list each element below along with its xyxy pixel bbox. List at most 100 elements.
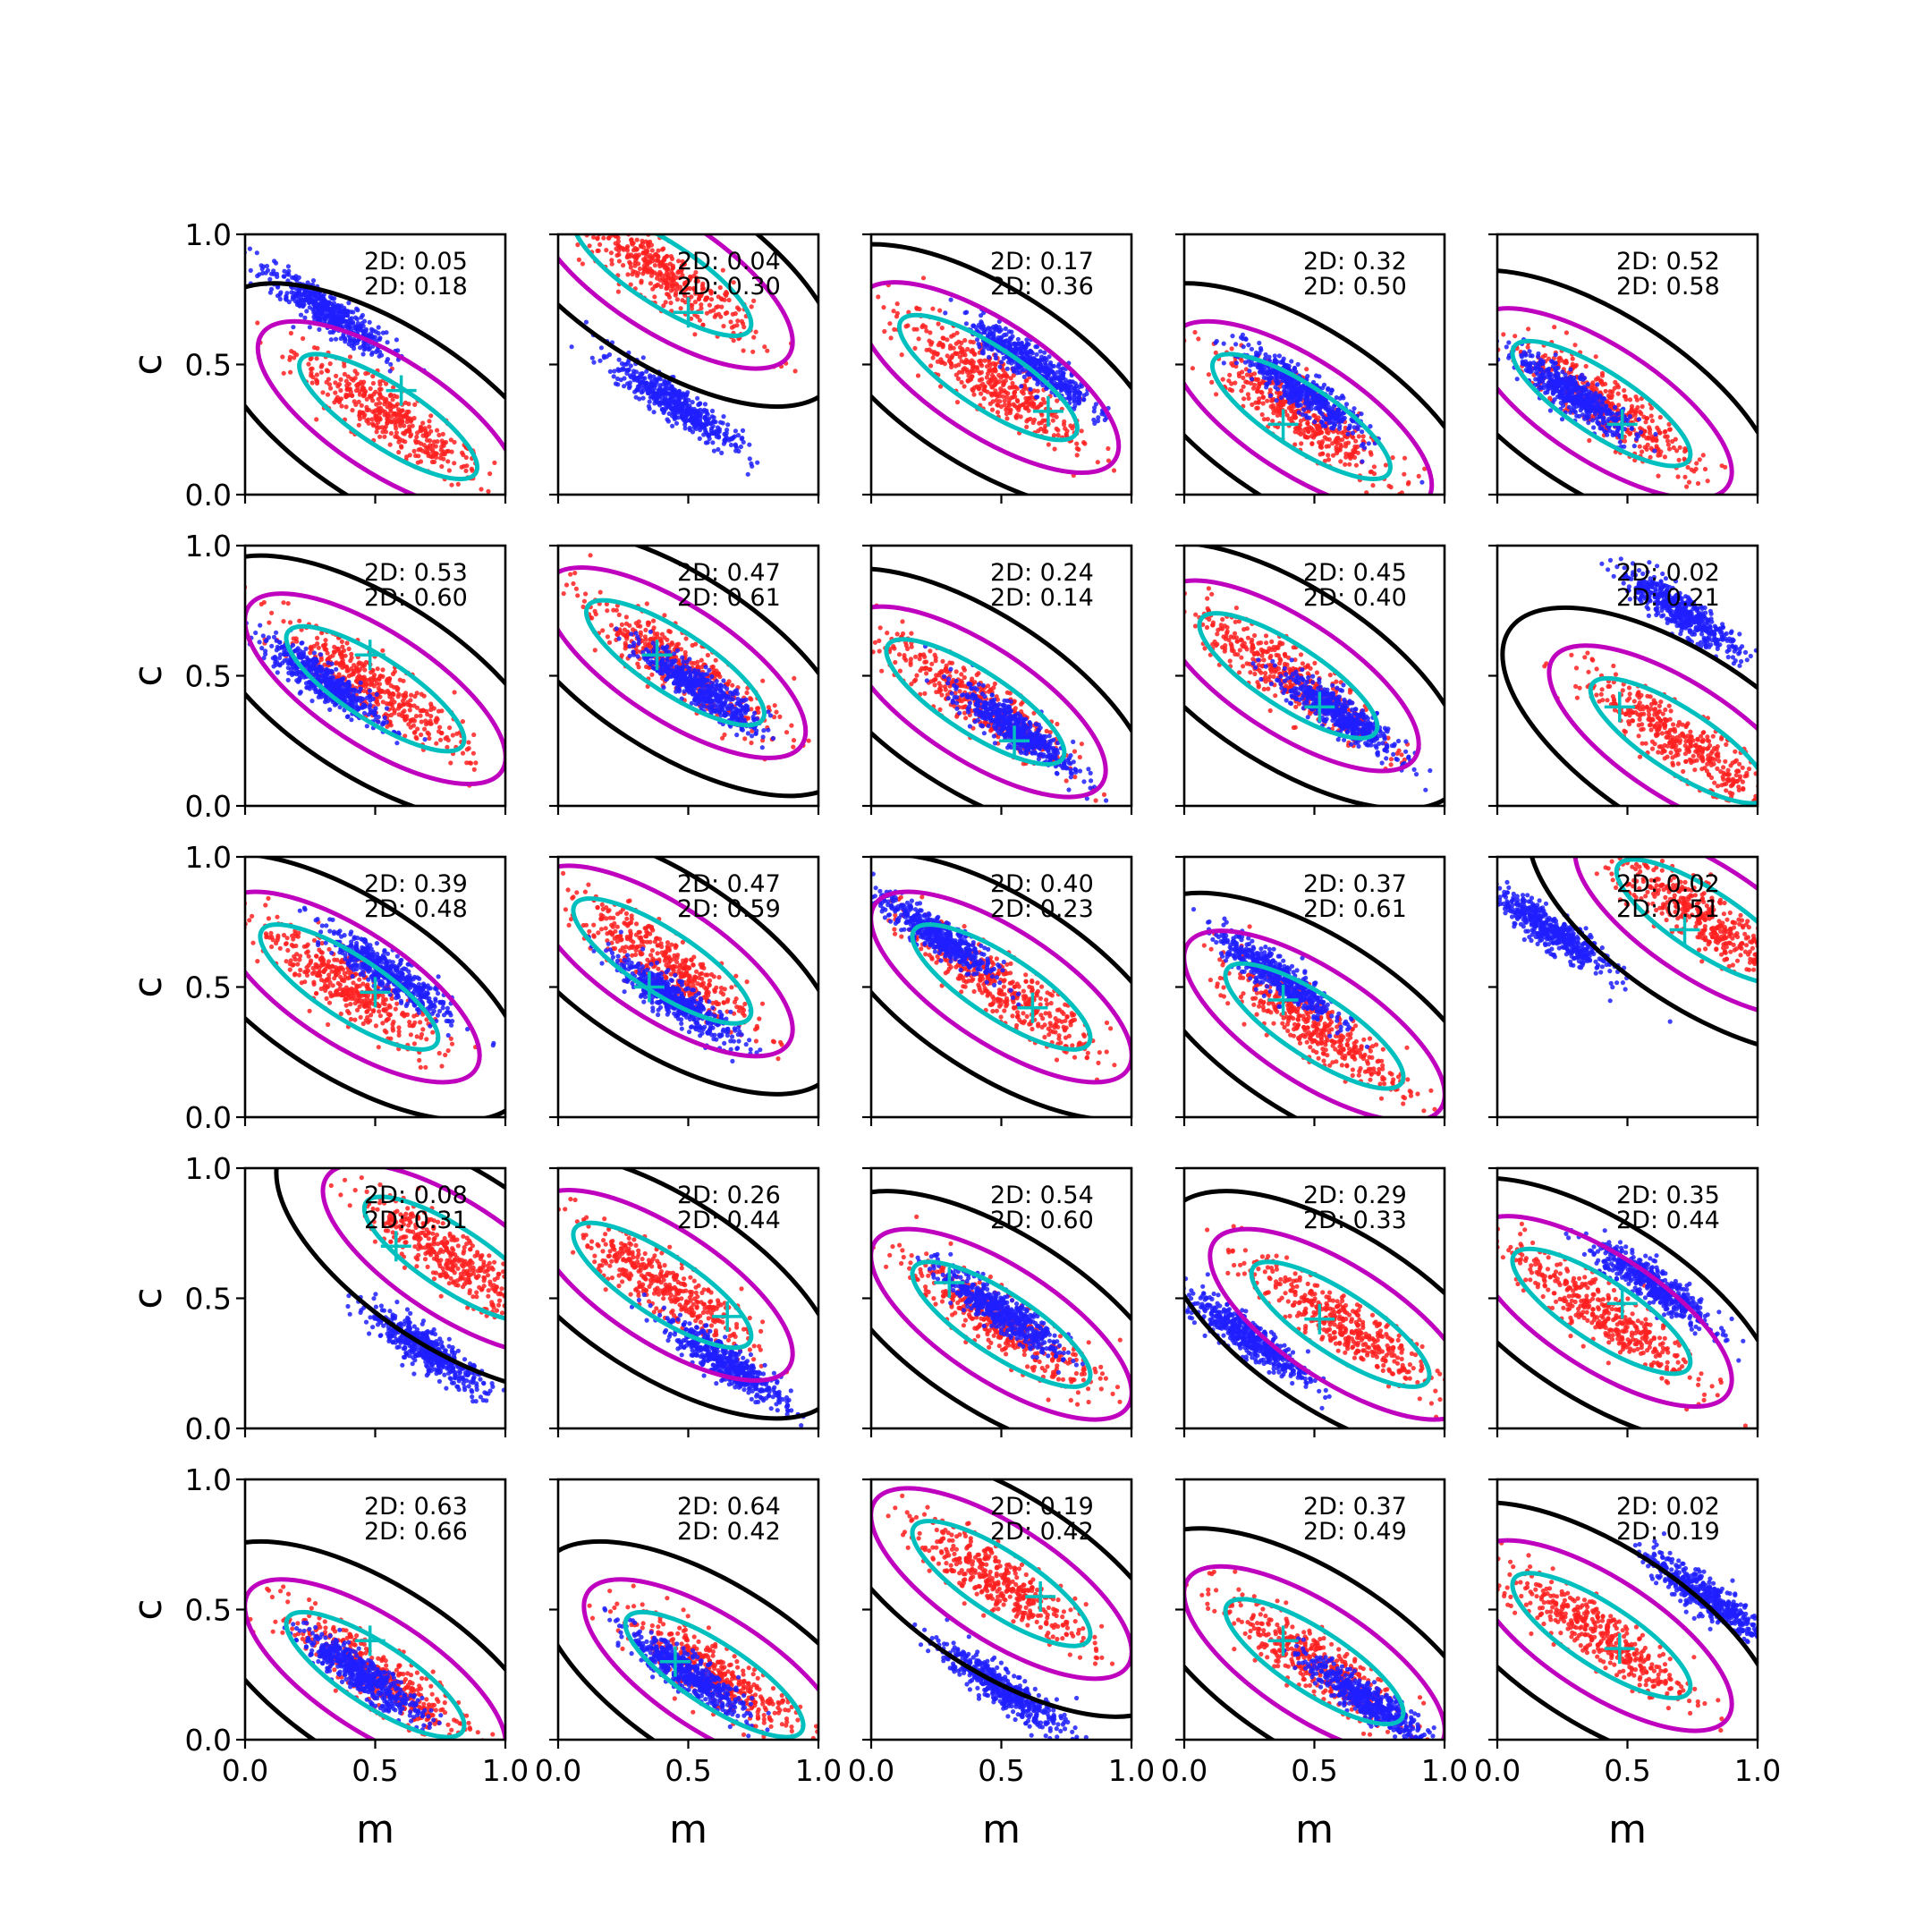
blue-point: [1602, 396, 1607, 402]
blue-point: [1242, 360, 1248, 365]
blue-point: [1033, 344, 1038, 350]
blue-point: [298, 312, 304, 318]
red-point: [750, 349, 756, 354]
red-point: [1246, 395, 1251, 401]
blue-point: [976, 341, 981, 347]
red-point: [376, 396, 381, 402]
red-point: [1559, 358, 1564, 363]
red-samples: [245, 584, 479, 788]
red-point: [1076, 446, 1081, 453]
red-point: [1015, 399, 1021, 404]
blue-point: [1531, 360, 1537, 366]
blue-point: [1315, 398, 1320, 404]
red-point: [627, 259, 632, 265]
red-point: [956, 369, 962, 375]
blue-point: [291, 325, 296, 330]
red-point: [1689, 467, 1694, 472]
red-point: [955, 376, 961, 381]
red-point: [917, 306, 922, 312]
red-point: [1022, 385, 1028, 390]
blue-point: [646, 386, 651, 391]
blue-point: [1268, 393, 1274, 398]
blue-point: [1597, 413, 1603, 419]
red-point: [401, 413, 406, 419]
blue-point: [328, 337, 334, 343]
red-point: [1334, 445, 1339, 450]
red-point: [396, 410, 402, 415]
red-point: [762, 344, 767, 350]
blue-point: [1309, 402, 1315, 408]
red-point: [699, 302, 704, 308]
blue-point: [361, 343, 367, 348]
blue-point: [1292, 383, 1297, 388]
red-point: [993, 369, 998, 374]
red-point: [392, 393, 397, 399]
red-point: [392, 419, 397, 425]
red-point: [357, 416, 362, 421]
blue-point: [352, 315, 359, 320]
blue-point: [1233, 342, 1239, 347]
red-point: [1292, 415, 1298, 420]
blue-point: [1007, 335, 1013, 341]
blue-point: [1230, 334, 1235, 339]
red-point: [314, 377, 319, 383]
blue-point: [346, 318, 352, 324]
blue-point: [1072, 390, 1078, 395]
red-point: [1343, 451, 1349, 456]
red-point: [1320, 451, 1326, 456]
red-point: [1513, 334, 1518, 339]
red-point: [1675, 474, 1681, 479]
blue-point: [693, 426, 699, 431]
blue-point: [697, 436, 702, 441]
blue-point: [360, 352, 366, 357]
red-point: [336, 399, 343, 405]
blue-point: [1025, 371, 1030, 377]
red-point: [441, 456, 446, 462]
blue-point: [734, 445, 740, 451]
red-point: [977, 377, 982, 383]
red-point: [1055, 432, 1061, 438]
blue-point: [682, 426, 688, 431]
blue-point: [676, 397, 682, 402]
blue-point: [606, 352, 613, 358]
red-point: [1593, 354, 1598, 360]
red-point: [881, 305, 886, 310]
red-point: [470, 750, 477, 756]
blue-point: [683, 411, 690, 416]
red-point: [344, 640, 350, 646]
blue-point: [1286, 392, 1292, 397]
blue-point: [1489, 327, 1494, 332]
red-point: [1298, 419, 1303, 424]
blue-point: [1591, 425, 1597, 430]
blue-point: [687, 427, 692, 433]
red-point: [336, 672, 342, 677]
red-point: [734, 305, 741, 310]
red-point: [1008, 376, 1013, 381]
red-point: [1270, 402, 1275, 408]
red-point: [1305, 420, 1310, 426]
blue-point: [983, 326, 988, 332]
blue-point: [268, 286, 275, 292]
blue-point: [1326, 407, 1331, 412]
red-point: [713, 312, 719, 318]
blue-point: [663, 381, 668, 386]
red-point: [689, 306, 695, 311]
blue-point: [1072, 381, 1078, 386]
red-point: [990, 399, 996, 404]
red-point: [411, 448, 417, 453]
red-point: [406, 402, 411, 407]
red-point: [518, 200, 522, 205]
blue-point: [1334, 394, 1339, 401]
red-point: [309, 370, 314, 376]
red-point: [439, 708, 445, 714]
red-point: [1298, 427, 1303, 432]
red-point: [1241, 396, 1247, 402]
red-point: [930, 306, 936, 311]
red-point: [1326, 453, 1331, 458]
red-point: [309, 366, 315, 371]
blue-point: [1514, 377, 1520, 382]
red-point: [343, 378, 349, 384]
blue-point: [1019, 351, 1025, 356]
red-point: [463, 454, 469, 461]
red-point: [614, 229, 618, 233]
